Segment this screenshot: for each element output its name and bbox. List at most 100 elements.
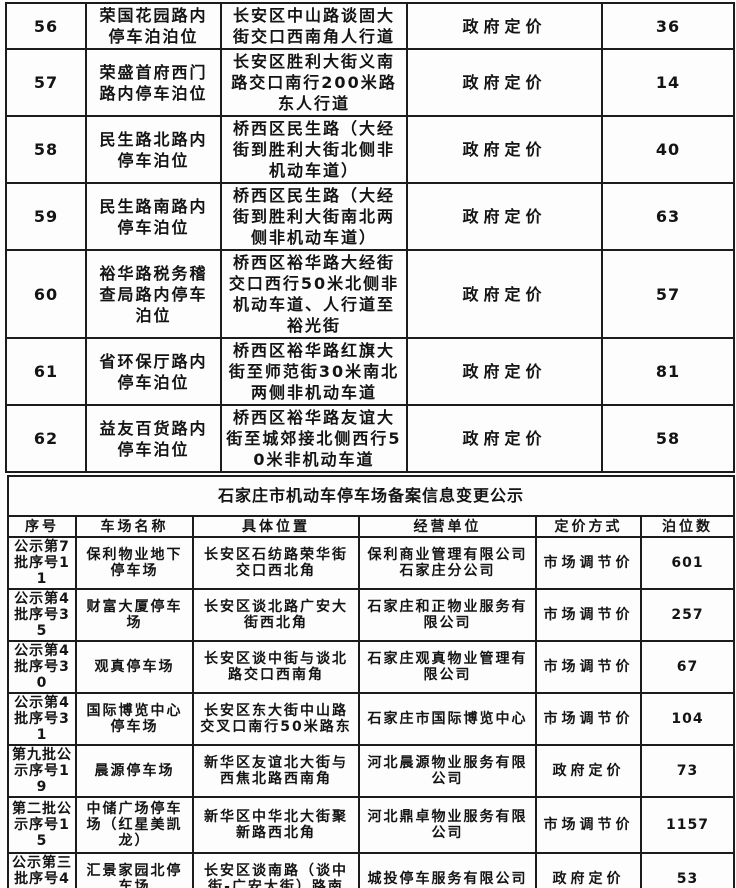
seq-cell: 56: [5, 2, 87, 50]
pricing-cell: 政府定价: [535, 852, 642, 888]
location-cell: 新华区中华北大街聚新路西北角: [192, 796, 360, 854]
table-header-row: 序号 车场名称 具体位置 经营单位 定价方式 泊位数: [7, 515, 736, 538]
table-row: 第二批公示序号15 中储广场停车场（红星美凯龙） 新华区中华北大街聚新路西北角 …: [7, 796, 736, 854]
operator-cell: 石家庄观真物业管理有限公司: [358, 640, 537, 694]
table-row: 57 荣盛首府西门路内停车泊位 长安区胜利大街义南路交口南行200米路东人行道 …: [5, 48, 735, 117]
spots-cell: 104: [639, 692, 736, 746]
pricing-cell: 政府定价: [406, 48, 603, 117]
spots-cell: 1157: [639, 796, 736, 854]
location-cell: 桥西区民生路（大经街到胜利大街南北两侧非机动车道）: [220, 182, 408, 251]
table-row: 公示第4批序号35 财富大厦停车场 长安区谈北路广安大街西北角 石家庄和正物业服…: [7, 588, 736, 642]
name-cell: 财富大厦停车场: [75, 588, 194, 642]
location-cell: 长安区谈北路广安大街西北角: [192, 588, 360, 642]
name-cell: 裕华路税务稽查局路内停车泊位: [85, 249, 222, 339]
spots-cell: 81: [601, 337, 735, 406]
spots-cell: 40: [601, 115, 735, 184]
name-cell: 观真停车场: [75, 640, 194, 694]
location-cell: 长安区谈中街与谈北路交口西南角: [192, 640, 360, 694]
name-cell: 省环保厅路内停车泊位: [85, 337, 222, 406]
table-title-row: 石家庄市机动车停车场备案信息变更公示: [6, 475, 736, 517]
seq-cell: 公示第三批序号40: [7, 852, 77, 888]
name-cell: 晨源停车场: [75, 744, 194, 798]
pricing-cell: 市场调节价: [535, 588, 642, 642]
location-cell: 长安区东大街中山路交叉口南行50米路东: [192, 692, 360, 746]
location-cell: 桥西区裕华路大经街交口西行50米北侧非机动车道、人行道至裕光街: [220, 249, 408, 339]
table-row: 公示第4批序号31 国际博览中心停车场 长安区东大街中山路交叉口南行50米路东 …: [7, 692, 736, 746]
pricing-cell: 市场调节价: [535, 692, 642, 746]
location-cell: 长安区谈南路（谈中街-广安大街）路南: [192, 852, 360, 888]
spots-cell: 53: [639, 852, 736, 888]
seq-cell: 58: [5, 115, 87, 184]
spots-cell: 601: [639, 536, 736, 590]
name-cell: 益友百货路内停车泊位: [85, 404, 222, 473]
seq-cell: 第九批公示序号19: [7, 744, 77, 798]
location-cell: 长安区石纺路荣华街交口西北角: [192, 536, 360, 590]
header-seq: 序号: [7, 515, 77, 538]
table-row: 第九批公示序号19 晨源停车场 新华区友谊北大街与西焦北路西南角 河北晨源物业服…: [7, 744, 736, 798]
spots-cell: 67: [639, 640, 736, 694]
header-name: 车场名称: [75, 515, 194, 538]
pricing-cell: 政府定价: [406, 404, 603, 473]
seq-cell: 公示第4批序号30: [7, 640, 77, 694]
header-pricing: 定价方式: [535, 515, 642, 538]
table-row: 公示第4批序号30 观真停车场 长安区谈中街与谈北路交口西南角 石家庄观真物业管…: [7, 640, 736, 694]
name-cell: 汇景家园北停车场: [75, 852, 194, 888]
spots-cell: 57: [601, 249, 735, 339]
pricing-cell: 市场调节价: [535, 536, 642, 590]
pricing-cell: 市场调节价: [535, 796, 642, 854]
table-row: 58 民生路北路内停车泊位 桥西区民生路（大经街到胜利大街北侧非机动车道） 政府…: [5, 115, 735, 184]
table-row: 61 省环保厅路内停车泊位 桥西区裕华路红旗大街至师范街30米南北两侧非机动车道…: [5, 337, 735, 406]
seq-cell: 59: [5, 182, 87, 251]
spots-cell: 36: [601, 2, 735, 50]
spots-cell: 73: [639, 744, 736, 798]
seq-cell: 62: [5, 404, 87, 473]
pricing-cell: 市场调节价: [535, 640, 642, 694]
spots-cell: 14: [601, 48, 735, 117]
table-row: 公示第7批序号11 保利物业地下停车场 长安区石纺路荣华街交口西北角 保利商业管…: [7, 536, 736, 590]
pricing-cell: 政府定价: [406, 249, 603, 339]
operator-cell: 石家庄和正物业服务有限公司: [358, 588, 537, 642]
header-operator: 经营单位: [358, 515, 537, 538]
table-row: 60 裕华路税务稽查局路内停车泊位 桥西区裕华路大经街交口西行50米北侧非机动车…: [5, 249, 735, 339]
header-location: 具体位置: [192, 515, 360, 538]
location-cell: 新华区友谊北大街与西焦北路西南角: [192, 744, 360, 798]
pricing-cell: 政府定价: [535, 744, 642, 798]
name-cell: 民生路北路内停车泊位: [85, 115, 222, 184]
name-cell: 国际博览中心停车场: [75, 692, 194, 746]
pricing-cell: 政府定价: [406, 2, 603, 50]
name-cell: 荣国花园路内停车泊泊位: [85, 2, 222, 50]
seq-cell: 60: [5, 249, 87, 339]
pricing-cell: 政府定价: [406, 337, 603, 406]
parking-filing-change-table: 石家庄市机动车停车场备案信息变更公示 序号 车场名称 具体位置 经营单位 定价方…: [6, 475, 736, 888]
seq-cell: 公示第7批序号11: [7, 536, 77, 590]
name-cell: 民生路南路内停车泊位: [85, 182, 222, 251]
location-cell: 长安区中山路谈固大街交口西南角人行道: [220, 2, 408, 50]
seq-cell: 第二批公示序号15: [7, 796, 77, 854]
name-cell: 荣盛首府西门路内停车泊位: [85, 48, 222, 117]
location-cell: 桥西区民生路（大经街到胜利大街北侧非机动车道）: [220, 115, 408, 184]
operator-cell: 河北晨源物业服务有限公司: [358, 744, 537, 798]
pricing-cell: 政府定价: [406, 115, 603, 184]
seq-cell: 61: [5, 337, 87, 406]
spots-cell: 58: [601, 404, 735, 473]
spots-cell: 63: [601, 182, 735, 251]
table-row: 62 益友百货路内停车泊位 桥西区裕华路友谊大街至城郊接北侧西行50米非机动车道…: [5, 404, 735, 473]
pricing-cell: 政府定价: [406, 182, 603, 251]
location-cell: 桥西区裕华路红旗大街至师范街30米南北两侧非机动车道: [220, 337, 408, 406]
operator-cell: 石家庄市国际博览中心: [358, 692, 537, 746]
operator-cell: 河北鼎卓物业服务有限公司: [358, 796, 537, 854]
table-row: 56 荣国花园路内停车泊泊位 长安区中山路谈固大街交口西南角人行道 政府定价 3…: [5, 2, 735, 50]
location-cell: 桥西区裕华路友谊大街至城郊接北侧西行50米非机动车道: [220, 404, 408, 473]
seq-cell: 公示第4批序号35: [7, 588, 77, 642]
table-row: 公示第三批序号40 汇景家园北停车场 长安区谈南路（谈中街-广安大街）路南 城投…: [7, 852, 736, 888]
operator-cell: 保利商业管理有限公司石家庄分公司: [358, 536, 537, 590]
table-title: 石家庄市机动车停车场备案信息变更公示: [6, 475, 736, 517]
table-row: 59 民生路南路内停车泊位 桥西区民生路（大经街到胜利大街南北两侧非机动车道） …: [5, 182, 735, 251]
roadside-parking-table: 56 荣国花园路内停车泊泊位 长安区中山路谈固大街交口西南角人行道 政府定价 3…: [5, 2, 735, 473]
seq-cell: 公示第4批序号31: [7, 692, 77, 746]
header-spots: 泊位数: [639, 515, 736, 538]
name-cell: 保利物业地下停车场: [75, 536, 194, 590]
location-cell: 长安区胜利大街义南路交口南行200米路东人行道: [220, 48, 408, 117]
name-cell: 中储广场停车场（红星美凯龙）: [75, 796, 194, 854]
